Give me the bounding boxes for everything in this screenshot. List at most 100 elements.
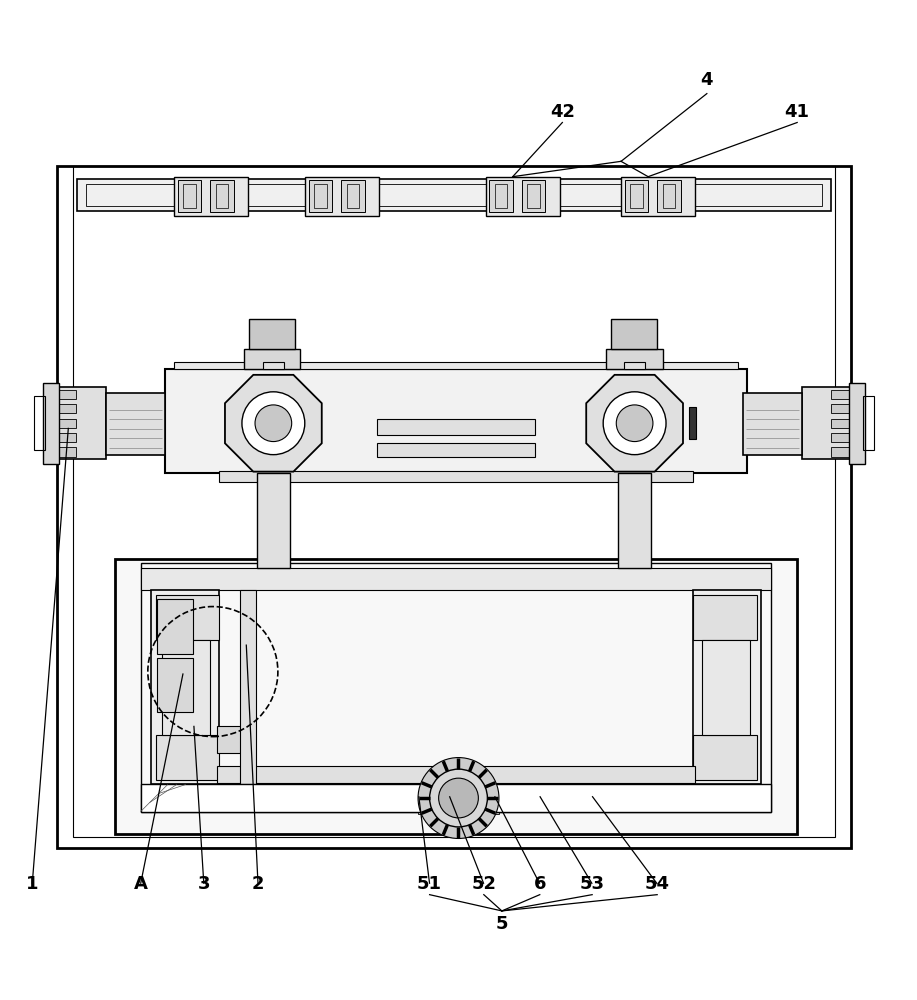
Bar (77, 179, 832, 211)
Bar (183, 184, 195, 208)
Bar (494, 184, 507, 208)
Bar (165, 369, 747, 473)
Bar (262, 362, 284, 369)
Bar (210, 180, 234, 212)
Bar (574, 792, 589, 810)
Bar (57, 419, 76, 428)
Text: 41: 41 (785, 103, 810, 121)
Bar (663, 184, 675, 208)
Polygon shape (586, 375, 683, 472)
Bar (657, 180, 680, 212)
Bar (624, 180, 648, 212)
Bar (305, 177, 379, 216)
Bar (832, 390, 851, 399)
Bar (347, 184, 359, 208)
Bar (527, 184, 540, 208)
Text: 5: 5 (495, 915, 508, 933)
Bar (689, 407, 696, 439)
Bar (832, 433, 851, 442)
Circle shape (242, 392, 304, 455)
Bar (832, 447, 851, 457)
Bar (140, 784, 771, 812)
Text: 1: 1 (26, 875, 39, 893)
Circle shape (616, 405, 653, 442)
Bar (486, 177, 559, 216)
Bar (106, 393, 165, 455)
Bar (801, 387, 851, 459)
Bar (217, 726, 245, 753)
Circle shape (418, 758, 499, 838)
Bar (57, 387, 106, 459)
Bar (377, 443, 536, 457)
Bar (57, 447, 76, 457)
Bar (156, 595, 219, 640)
Bar (34, 396, 45, 450)
Text: 51: 51 (417, 875, 442, 893)
Bar (86, 184, 823, 206)
Bar (377, 419, 536, 435)
Bar (157, 658, 193, 712)
Bar (57, 433, 76, 442)
Bar (436, 794, 447, 810)
Bar (140, 568, 771, 590)
Text: 6: 6 (534, 875, 546, 893)
Bar (743, 393, 801, 455)
Bar (178, 180, 201, 212)
Bar (215, 184, 228, 208)
Circle shape (603, 392, 666, 455)
Text: 53: 53 (580, 875, 604, 893)
Bar (244, 349, 301, 369)
Text: 4: 4 (701, 71, 713, 89)
Bar (217, 766, 695, 783)
Bar (151, 590, 219, 784)
Bar (341, 180, 365, 212)
Circle shape (438, 778, 479, 818)
Bar (174, 177, 249, 216)
Bar (863, 396, 874, 450)
Circle shape (255, 405, 292, 442)
Bar (314, 184, 326, 208)
Bar (489, 180, 513, 212)
Bar (140, 563, 771, 812)
Bar (522, 180, 546, 212)
Text: 2: 2 (252, 875, 264, 893)
Bar (156, 735, 219, 780)
Bar (693, 735, 757, 780)
Bar (257, 473, 290, 568)
Bar (832, 419, 851, 428)
Bar (162, 640, 210, 735)
Bar (522, 786, 536, 810)
Polygon shape (225, 375, 322, 472)
Bar (249, 319, 295, 349)
Bar (410, 786, 425, 810)
Bar (240, 590, 256, 784)
Bar (624, 362, 646, 369)
Text: 54: 54 (645, 875, 669, 893)
Bar (43, 383, 60, 464)
Bar (418, 798, 499, 814)
Bar (57, 166, 851, 848)
Circle shape (429, 769, 488, 827)
Text: 42: 42 (550, 103, 575, 121)
Bar (618, 473, 651, 568)
Bar (116, 559, 797, 834)
Bar (832, 404, 851, 413)
Bar (157, 599, 193, 654)
Bar (606, 349, 663, 369)
Bar (702, 640, 750, 735)
Bar (57, 390, 76, 399)
Bar (72, 166, 835, 837)
Text: 52: 52 (471, 875, 496, 893)
Bar (57, 404, 76, 413)
Bar (693, 595, 757, 640)
Text: 3: 3 (197, 875, 210, 893)
Bar (693, 590, 761, 784)
Bar (630, 184, 643, 208)
Bar (611, 319, 657, 349)
Bar (309, 180, 332, 212)
Bar (621, 177, 695, 216)
Text: A: A (134, 875, 148, 893)
Bar (174, 362, 738, 369)
Bar (219, 471, 693, 482)
Bar (848, 383, 865, 464)
